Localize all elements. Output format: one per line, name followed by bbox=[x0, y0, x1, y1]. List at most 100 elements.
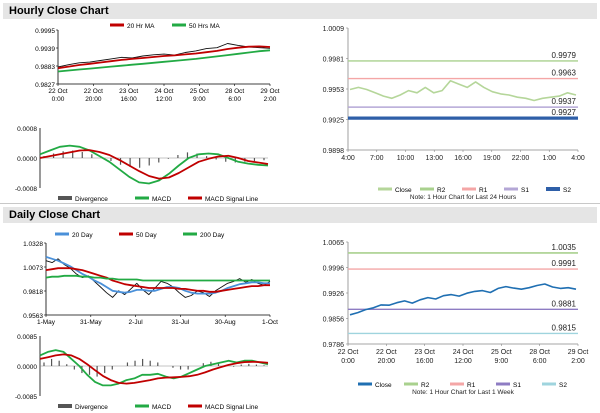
x-tick-label: 7:00 bbox=[370, 155, 384, 162]
x-tick-label: 13:00 bbox=[425, 155, 443, 162]
legend-macd-signal: MACD Signal Line bbox=[205, 196, 258, 203]
legend-s2: S2 bbox=[563, 187, 571, 194]
y-tick-label: 0.9953 bbox=[323, 87, 345, 94]
legend-200-day: 200 Day bbox=[200, 232, 225, 239]
level-label-r1: 0.9991 bbox=[552, 259, 577, 268]
x-tick-label: 2:00 bbox=[571, 358, 585, 365]
y-tick-label: 0.0008 bbox=[17, 126, 37, 133]
series-line-20-day bbox=[45, 256, 270, 295]
daily-macd-chart: 0.0085 0.0000 -0.0085 Divergence MACD MACD Si… bbox=[15, 334, 269, 411]
x-tick-label: 19:00 bbox=[483, 155, 501, 162]
x-tick-label: 12:00 bbox=[454, 358, 472, 365]
y-tick-label: 0.9827 bbox=[35, 82, 55, 89]
x-tick-label: 22 Oct bbox=[84, 88, 103, 95]
x-tick-label: 20:00 bbox=[85, 96, 102, 103]
y-tick-label: 0.9926 bbox=[323, 291, 345, 298]
x-tick-label: 6:00 bbox=[533, 358, 547, 365]
x-tick-label: 23 Oct bbox=[414, 349, 435, 356]
y-tick-label: -0.0008 bbox=[15, 186, 37, 193]
y-tick-label: 0.9818 bbox=[23, 289, 43, 296]
x-tick-label: 12:00 bbox=[156, 96, 173, 103]
y-tick-label: 0.9995 bbox=[35, 28, 55, 35]
y-tick-label: 0.9939 bbox=[35, 46, 55, 53]
legend-r2: R2 bbox=[421, 382, 430, 389]
hourly-macd-chart: 0.0008 0.0000 -0.0008 Divergence MACD MACD Si… bbox=[15, 126, 269, 203]
level-label-s1: 0.9937 bbox=[552, 97, 577, 106]
legend-s1: S1 bbox=[521, 187, 529, 194]
x-tick-label: 1-Oct bbox=[262, 319, 278, 326]
y-tick-label: 0.0085 bbox=[17, 334, 37, 341]
x-tick-label: 24 Oct bbox=[453, 349, 474, 356]
x-tick-label: 16:00 bbox=[416, 358, 434, 365]
x-tick-label: 22 Oct bbox=[376, 349, 397, 356]
x-tick-label: 4:00 bbox=[571, 155, 585, 162]
hourly-section-title: Hourly Close Chart bbox=[3, 3, 597, 19]
series-line-macd bbox=[39, 144, 269, 185]
x-tick-label: 20:00 bbox=[378, 358, 396, 365]
y-tick-label: 0.9898 bbox=[323, 148, 345, 155]
x-tick-label: 4:00 bbox=[341, 155, 355, 162]
legend-macd: MACD bbox=[152, 196, 171, 203]
series-line-macd-signal bbox=[39, 353, 269, 385]
series-line-50-hrs-ma bbox=[57, 49, 271, 73]
legend-divergence: Divergence bbox=[75, 196, 108, 203]
chart-note: Note: 1 Hour Chart for Last 24 Hours bbox=[410, 194, 517, 201]
x-tick-label: 6:00 bbox=[228, 96, 241, 103]
series-line-50-day bbox=[45, 267, 270, 293]
y-tick-label: 1.0009 bbox=[323, 26, 345, 33]
x-tick-label: 28 Oct bbox=[529, 349, 550, 356]
x-tick-label: 16:00 bbox=[121, 96, 138, 103]
chart-note: Note: 1 Hour Chart for Last 1 Week bbox=[412, 389, 515, 396]
x-tick-label: 31-Jul bbox=[172, 319, 190, 326]
level-label-s1: 0.9881 bbox=[552, 299, 577, 308]
legend-s1: S1 bbox=[513, 382, 521, 389]
series-line-price bbox=[57, 43, 271, 68]
x-tick-label: 9:00 bbox=[193, 96, 206, 103]
x-tick-label: 10:00 bbox=[397, 155, 415, 162]
x-tick-label: 31-May bbox=[80, 319, 102, 326]
x-tick-label: 24 Oct bbox=[154, 88, 173, 95]
x-tick-label: 22 Oct bbox=[48, 88, 67, 95]
x-tick-label: 0:00 bbox=[52, 96, 65, 103]
y-tick-label: 0.9981 bbox=[323, 57, 345, 64]
y-tick-label: 0.9925 bbox=[323, 118, 345, 125]
legend-close: Close bbox=[395, 187, 412, 194]
y-tick-label: 1.0065 bbox=[323, 240, 345, 247]
level-label-r2: 1.0035 bbox=[552, 243, 577, 252]
x-tick-label: 30-Aug bbox=[215, 319, 236, 326]
x-tick-label: 22 Oct bbox=[338, 349, 359, 356]
x-tick-label: 0:00 bbox=[341, 358, 355, 365]
x-tick-label: 2:00 bbox=[264, 96, 277, 103]
y-tick-label: 0.0000 bbox=[17, 156, 37, 163]
series-line-macd bbox=[39, 349, 269, 387]
legend-50-day: 50 Day bbox=[136, 232, 157, 239]
daily-section-title: Daily Close Chart bbox=[3, 207, 597, 223]
legend-macd: MACD bbox=[152, 404, 171, 411]
level-label-r1: 0.9963 bbox=[552, 69, 577, 78]
legend-r1: R1 bbox=[479, 187, 488, 194]
y-tick-label: 0.0000 bbox=[17, 364, 37, 371]
y-tick-label: 0.9996 bbox=[323, 266, 345, 273]
series-line-price bbox=[45, 258, 271, 298]
series-line-200-day bbox=[45, 274, 270, 282]
level-label-s2: 0.9927 bbox=[552, 108, 577, 117]
series-line-macd-signal bbox=[39, 149, 269, 180]
y-tick-label: 0.9856 bbox=[323, 317, 345, 324]
series-line-close bbox=[349, 79, 577, 102]
y-tick-label: 0.9786 bbox=[323, 342, 345, 349]
x-tick-label: 29 Oct bbox=[568, 349, 589, 356]
legend-macd-signal: MACD Signal Line bbox=[205, 404, 258, 411]
y-tick-label: 0.9563 bbox=[23, 313, 43, 320]
x-tick-label: 25 Oct bbox=[491, 349, 512, 356]
legend-r2: R2 bbox=[437, 187, 446, 194]
legend-s2: S2 bbox=[559, 382, 567, 389]
y-tick-label: 1.0073 bbox=[23, 265, 43, 272]
legend-divergence: Divergence bbox=[75, 404, 108, 411]
x-tick-label: 28 Oct bbox=[225, 88, 244, 95]
x-tick-label: 1-May bbox=[37, 319, 56, 326]
level-label-s2: 0.9815 bbox=[552, 323, 577, 332]
section-divider bbox=[0, 203, 600, 204]
x-tick-label: 16:00 bbox=[454, 155, 472, 162]
legend-close: Close bbox=[375, 382, 392, 389]
